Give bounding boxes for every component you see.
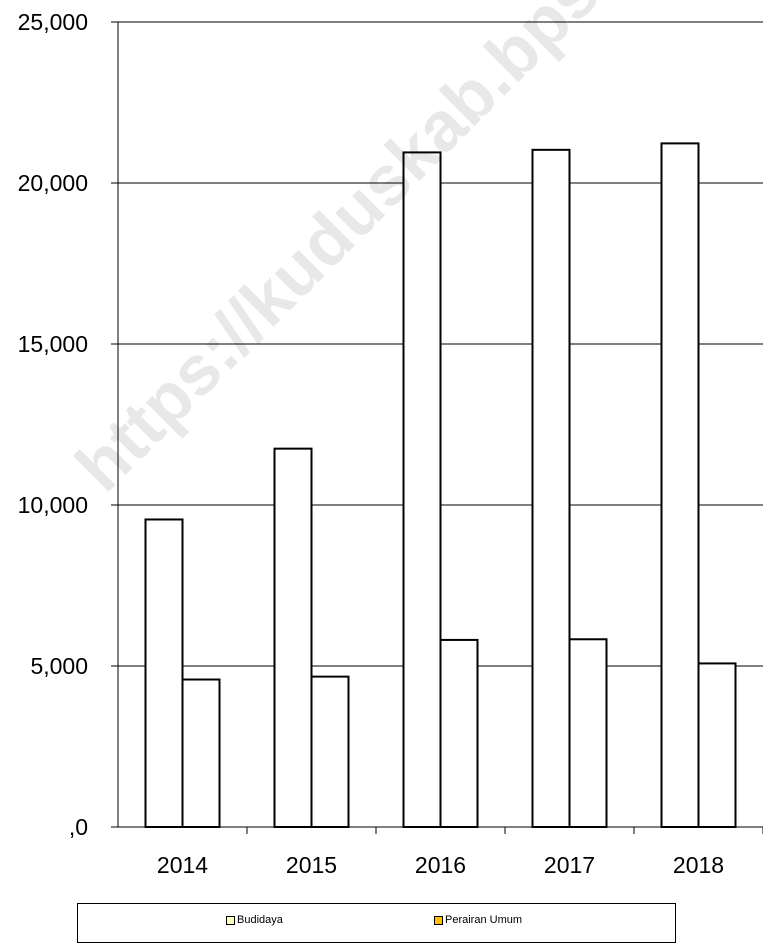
bar-perairan-umum [439,638,479,829]
y-tick-label: 10,000 [18,492,88,518]
bar-perairan-umum [697,662,737,829]
x-tick-labels: 2014 2015 2016 2017 2018 [157,852,724,878]
bar-budidaya [402,151,442,829]
legend-swatch-budidaya [226,915,235,925]
bar-perairan-umum [310,675,350,828]
x-tick-label: 2018 [673,852,724,878]
axes [111,21,763,834]
x-tick-label: 2015 [286,852,337,878]
y-tick-label: ,0 [69,814,88,840]
legend-label-perairan-umum: Perairan Umum [445,914,523,926]
bar-budidaya [660,142,700,829]
bar-budidaya [531,148,571,829]
y-tick-label: 5,000 [30,653,88,679]
x-tick-label: 2017 [544,852,595,878]
x-tick-label: 2016 [415,852,466,878]
y-tick-label: 25,000 [18,9,88,35]
bars [144,142,737,829]
y-tick-label: 15,000 [18,331,88,357]
legend-label-budidaya: Budidaya [237,914,283,926]
bar-budidaya [144,518,184,828]
bar-budidaya [273,447,313,828]
x-tick-label: 2014 [157,852,208,878]
bar-perairan-umum [181,678,221,828]
y-tick-labels: ,0 5,000 10,000 15,000 20,000 25,000 [18,9,88,840]
legend-item-budidaya: Budidaya [226,914,283,926]
y-tick-label: 20,000 [18,170,88,196]
legend-item-perairan-umum: Perairan Umum [434,914,522,926]
legend: Budidaya Perairan Umum [77,903,676,943]
bar-perairan-umum [568,638,608,828]
legend-swatch-perairan-umum [434,915,443,925]
